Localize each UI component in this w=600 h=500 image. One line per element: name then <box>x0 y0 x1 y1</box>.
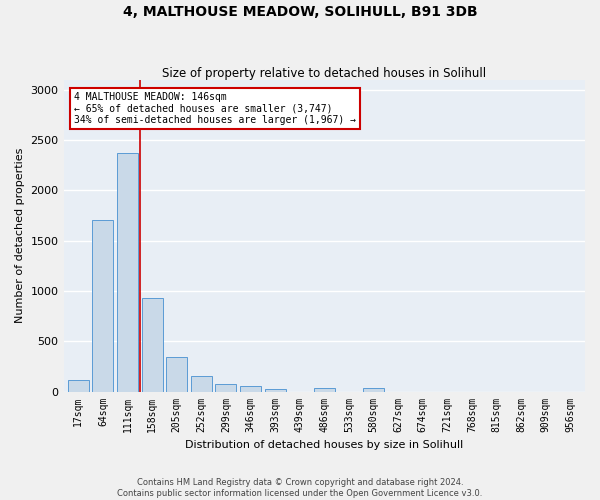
Bar <box>68 380 89 392</box>
Title: Size of property relative to detached houses in Solihull: Size of property relative to detached ho… <box>162 66 487 80</box>
Text: 4, MALTHOUSE MEADOW, SOLIHULL, B91 3DB: 4, MALTHOUSE MEADOW, SOLIHULL, B91 3DB <box>122 5 478 19</box>
Bar <box>92 220 113 392</box>
Y-axis label: Number of detached properties: Number of detached properties <box>15 148 25 323</box>
Text: Contains HM Land Registry data © Crown copyright and database right 2024.
Contai: Contains HM Land Registry data © Crown c… <box>118 478 482 498</box>
Bar <box>215 384 236 392</box>
Bar <box>166 358 187 392</box>
Bar <box>191 376 212 392</box>
Bar <box>363 388 384 392</box>
Bar <box>265 388 286 392</box>
Text: 4 MALTHOUSE MEADOW: 146sqm
← 65% of detached houses are smaller (3,747)
34% of s: 4 MALTHOUSE MEADOW: 146sqm ← 65% of deta… <box>74 92 356 125</box>
Bar <box>240 386 261 392</box>
X-axis label: Distribution of detached houses by size in Solihull: Distribution of detached houses by size … <box>185 440 463 450</box>
Bar <box>142 298 163 392</box>
Bar <box>314 388 335 392</box>
Bar <box>117 153 138 392</box>
